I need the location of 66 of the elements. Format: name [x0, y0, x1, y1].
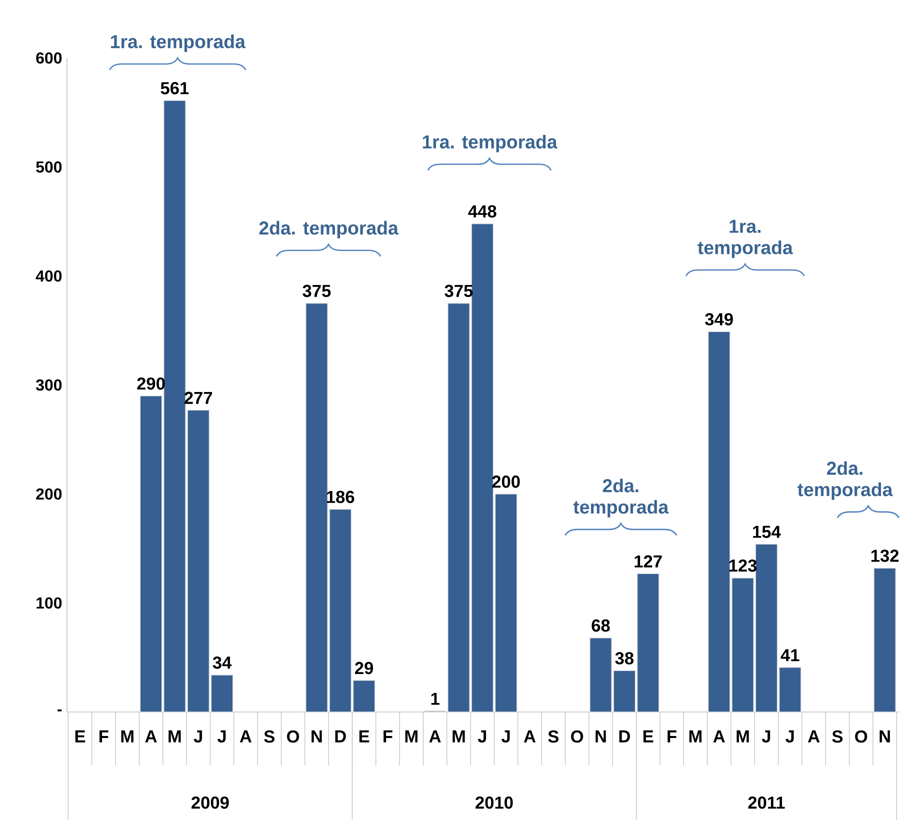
y-tick-label: 600 — [36, 52, 62, 64]
x-tick-label: J — [786, 730, 794, 742]
y-tick-label: 100 — [36, 597, 62, 609]
x-tick-label: J — [217, 730, 226, 742]
text: 2009 — [192, 796, 229, 809]
data-label: 41 — [780, 649, 800, 662]
annotation: 2da. temporada — [573, 478, 669, 518]
x-tick-label: J — [502, 730, 510, 742]
x-tick-label: M — [736, 730, 749, 742]
y-tick-label: 500 — [36, 161, 62, 173]
x-tick-label: O — [571, 730, 584, 743]
x-tick-label: M — [452, 730, 465, 742]
x-tick-label: N — [596, 730, 606, 742]
x-tick-label: M — [689, 730, 702, 742]
x-tick-label: F — [384, 730, 392, 742]
x-tick-label: E — [359, 730, 370, 742]
y-tick-label: 400 — [36, 270, 62, 282]
x-tick-label: A — [429, 730, 441, 742]
data-label: 561 — [160, 82, 189, 94]
x-tick-label: F — [668, 730, 676, 742]
y-tick-label: - — [58, 709, 62, 712]
annotation: 1ra. temporada — [422, 134, 558, 152]
x-tick-label: M — [168, 730, 181, 742]
x-tick-label: O — [287, 730, 300, 743]
text: 2010 — [476, 796, 513, 809]
x-tick-label: A — [808, 730, 820, 742]
x-tick-label: A — [240, 730, 252, 742]
x-tick-label: E — [75, 730, 86, 742]
x-tick-label: D — [335, 730, 346, 742]
text: 1ra. temporada — [111, 34, 246, 52]
x-tick-label: M — [121, 730, 134, 742]
x-tick-label: M — [405, 730, 418, 742]
x-tick-label: A — [713, 730, 725, 742]
annotation: 2da. temporada — [259, 220, 398, 238]
data-label: 1 — [431, 692, 440, 705]
annotation: 2da. temporada — [797, 461, 893, 500]
data-label: 34 — [212, 656, 232, 669]
data-label: 448 — [468, 205, 496, 218]
x-tick-label: J — [762, 730, 770, 742]
x-tick-label: D — [619, 730, 630, 742]
x-tick-label: S — [264, 730, 274, 743]
x-tick-label: A — [145, 730, 157, 742]
data-label: 38 — [615, 652, 634, 664]
x-tick-label: N — [880, 730, 890, 742]
text: 2011 — [748, 796, 785, 809]
x-tick-label: E — [643, 730, 654, 742]
y-tick-label: 200 — [36, 488, 62, 500]
x-tick-label: O — [855, 730, 868, 743]
y-tick-label: 300 — [36, 379, 62, 391]
data-label: 127 — [634, 555, 662, 568]
data-label: 186 — [327, 490, 354, 504]
data-label: 375 — [302, 284, 331, 298]
annotation: 1ra. temporada — [698, 220, 793, 258]
x-tick-label: A — [524, 730, 536, 742]
x-tick-label: F — [100, 730, 108, 742]
bar — [874, 568, 896, 712]
data-label: 29 — [355, 662, 374, 674]
x-tick-label: S — [832, 730, 843, 743]
x-tick-label: S — [548, 730, 559, 743]
x-tick-label: J — [478, 730, 486, 742]
x-tick-label: N — [312, 730, 322, 742]
data-label: 68 — [592, 619, 610, 632]
x-tick-label: J — [194, 730, 202, 742]
data-label: 154 — [753, 526, 781, 538]
data-label: 132 — [871, 550, 899, 562]
data-label: 349 — [705, 313, 733, 326]
